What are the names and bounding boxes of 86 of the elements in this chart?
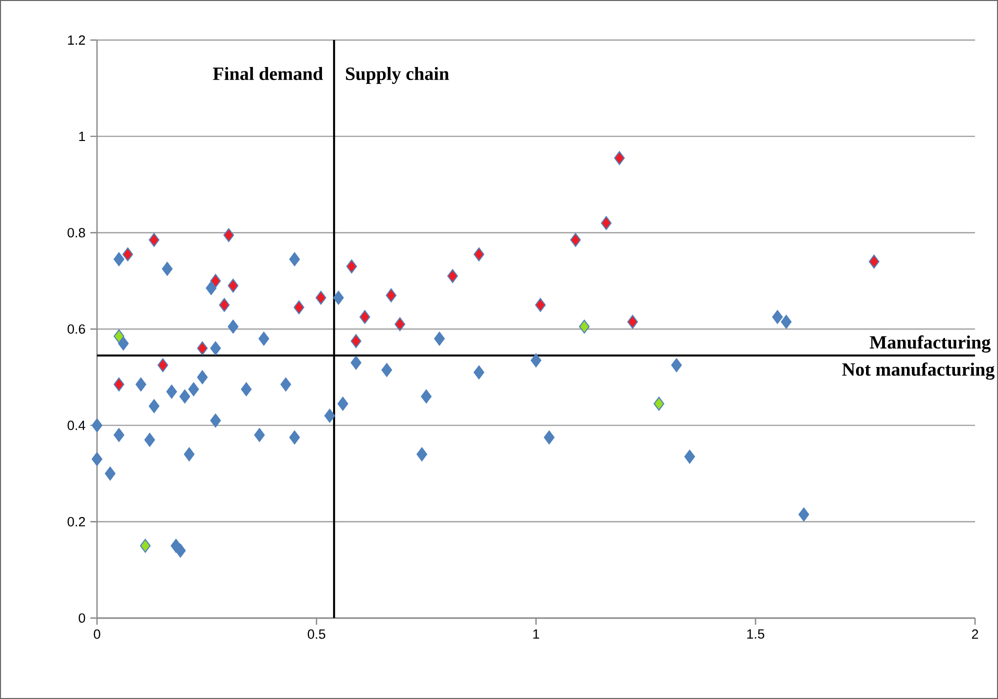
point <box>416 447 428 462</box>
point <box>175 544 186 558</box>
point <box>166 384 177 399</box>
point <box>184 447 195 462</box>
point <box>333 290 344 305</box>
point <box>289 430 300 444</box>
point <box>780 314 792 329</box>
point <box>346 259 357 274</box>
point <box>92 418 102 432</box>
point <box>535 298 546 312</box>
point <box>350 356 362 370</box>
point <box>578 320 590 334</box>
annotation: Not manufacturing <box>842 362 995 380</box>
point <box>798 508 810 522</box>
point <box>148 232 160 247</box>
x-tick-label: 1 <box>533 629 540 639</box>
point <box>338 396 348 411</box>
point <box>114 252 124 266</box>
point <box>197 370 208 384</box>
annotation: Final demand <box>212 66 323 80</box>
point <box>474 365 484 380</box>
point <box>654 396 664 411</box>
point <box>179 390 190 404</box>
point <box>350 334 362 348</box>
point <box>240 382 252 396</box>
point <box>772 310 783 324</box>
y-tick-label: 0.6 <box>68 324 86 334</box>
point <box>122 247 134 262</box>
point <box>210 414 221 428</box>
y-tick-label: 1.2 <box>68 35 85 45</box>
point <box>394 317 406 332</box>
point <box>381 363 392 377</box>
point <box>614 151 625 165</box>
x-tick-label: 0.5 <box>308 629 326 639</box>
point <box>118 336 129 350</box>
x-tick-label: 1.5 <box>747 629 764 639</box>
point <box>258 332 270 346</box>
x-tick-label: 0 <box>94 629 100 639</box>
point <box>868 254 880 269</box>
point <box>136 377 146 392</box>
y-tick-label: 0.8 <box>68 228 86 238</box>
annotation: Manufacturing <box>870 335 991 353</box>
y-tick-label: 0.2 <box>68 516 85 526</box>
point <box>294 300 304 314</box>
point <box>627 314 638 329</box>
point <box>158 358 168 372</box>
point <box>228 278 238 293</box>
point <box>223 228 234 242</box>
point <box>280 377 292 392</box>
point <box>359 310 370 324</box>
point <box>228 320 238 334</box>
point <box>148 399 160 414</box>
point <box>671 358 682 372</box>
point <box>210 341 221 356</box>
point <box>570 232 581 247</box>
point <box>684 450 696 464</box>
point <box>114 329 124 344</box>
point <box>218 298 230 312</box>
y-tick-label: 1 <box>79 132 85 141</box>
point <box>434 332 445 346</box>
y-tick-label: 0 <box>78 613 86 623</box>
point <box>447 269 458 283</box>
point <box>144 432 156 447</box>
point <box>324 408 336 423</box>
point <box>114 428 124 442</box>
point <box>92 452 102 466</box>
point <box>254 428 265 442</box>
point <box>188 382 199 396</box>
point <box>289 252 300 266</box>
annotation: Supply chain <box>346 66 449 84</box>
point <box>316 290 326 305</box>
x-tick-label: 2 <box>972 629 978 639</box>
point <box>600 216 612 230</box>
point <box>530 353 542 368</box>
point <box>104 466 116 480</box>
point <box>474 247 484 262</box>
y-tick-label: 0.4 <box>68 420 86 430</box>
point <box>114 377 124 392</box>
point <box>206 281 216 296</box>
point <box>386 288 396 302</box>
point <box>210 274 221 288</box>
point <box>544 430 555 444</box>
point <box>197 341 208 356</box>
point <box>420 390 432 404</box>
point <box>140 538 151 553</box>
point <box>162 262 173 276</box>
